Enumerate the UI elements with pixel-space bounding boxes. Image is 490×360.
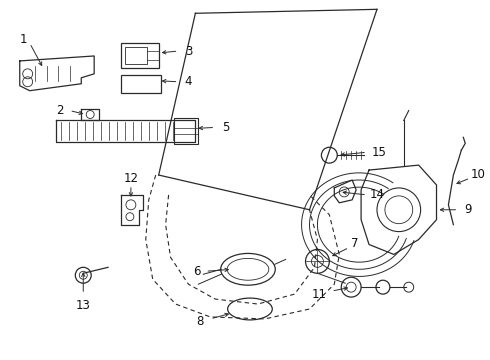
Text: 5: 5: [222, 121, 230, 134]
Text: 11: 11: [312, 288, 327, 301]
Text: 12: 12: [123, 171, 138, 185]
Bar: [125, 47, 147, 64]
Text: 13: 13: [76, 298, 91, 311]
Text: 10: 10: [471, 167, 486, 181]
Text: 9: 9: [465, 203, 472, 216]
Bar: [121, 43, 159, 68]
Text: 7: 7: [351, 237, 359, 250]
Text: 15: 15: [371, 146, 387, 159]
Bar: [121, 75, 161, 93]
Text: 6: 6: [193, 265, 200, 278]
Text: 1: 1: [20, 33, 27, 46]
Text: 2: 2: [56, 104, 63, 117]
Text: 3: 3: [185, 45, 192, 58]
Text: 14: 14: [369, 188, 385, 201]
Bar: [173, 118, 198, 144]
Text: 8: 8: [196, 315, 204, 328]
Text: 4: 4: [185, 75, 192, 88]
